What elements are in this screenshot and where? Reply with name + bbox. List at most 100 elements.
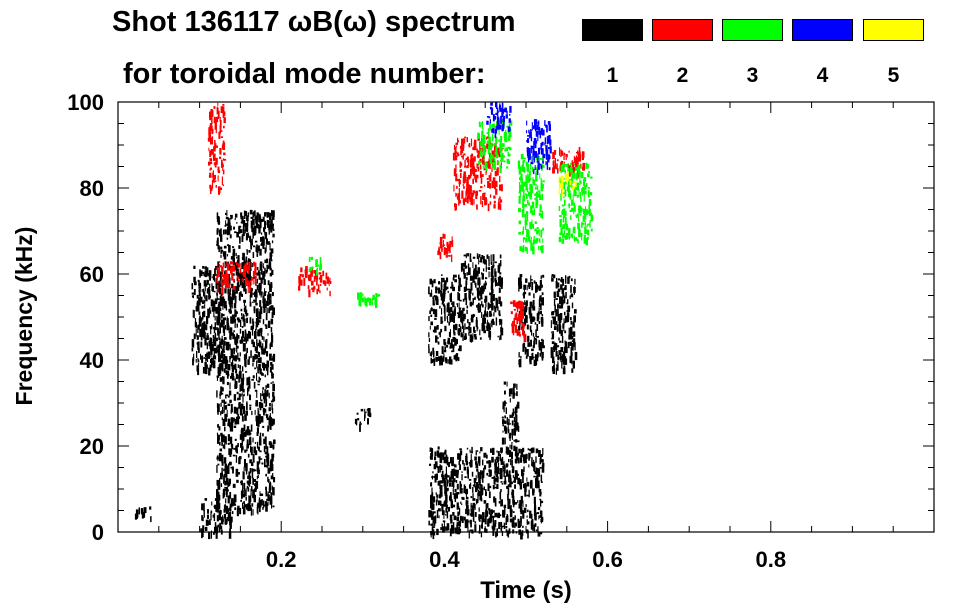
- mode-1-mark: [452, 301, 455, 308]
- mode-1-mark: [254, 240, 258, 243]
- mode-1-mark: [214, 315, 216, 321]
- mode-1-mark: [534, 338, 537, 341]
- mode-1-mark: [267, 476, 269, 482]
- mode-1-mark: [435, 473, 438, 477]
- mode-1-mark: [555, 281, 558, 289]
- mode-3-mark: [487, 146, 490, 155]
- mode-2-mark: [250, 262, 253, 266]
- mode-1-mark: [571, 344, 574, 351]
- mode-1-mark: [441, 274, 443, 276]
- mode-3-mark: [573, 163, 575, 165]
- mode-2-mark: [456, 155, 458, 158]
- mode-1-mark: [252, 318, 254, 324]
- mode-3-mark: [492, 162, 494, 167]
- legend-swatch-mode-2: [652, 19, 713, 41]
- mode-1-mark: [235, 354, 237, 362]
- mode-1-mark: [198, 286, 202, 289]
- mode-1-mark: [525, 302, 528, 311]
- mode-1-mark: [512, 387, 515, 395]
- mode-1-mark: [204, 354, 208, 358]
- mode-2-mark: [577, 170, 579, 179]
- mode-2-mark: [556, 159, 559, 162]
- mode-1-mark: [251, 290, 253, 298]
- mode-3-mark: [519, 246, 523, 252]
- mode-1-mark: [435, 335, 438, 343]
- mode-1-mark: [465, 297, 468, 306]
- mode-2-mark: [488, 158, 490, 162]
- mode-1-mark: [204, 365, 207, 369]
- mode-1-mark: [246, 317, 248, 324]
- mode-1-mark: [246, 439, 249, 445]
- mode-1-mark: [203, 510, 205, 518]
- mode-3-mark: [526, 211, 529, 215]
- mode-1-mark: [532, 332, 535, 337]
- mode-1-mark: [226, 381, 229, 386]
- mode-3-mark: [569, 209, 573, 212]
- mode-3-mark: [539, 240, 541, 243]
- mode-1-mark: [234, 336, 236, 344]
- mode-1-mark: [432, 530, 435, 540]
- mode-4-mark: [509, 106, 512, 113]
- mode-2-mark: [489, 175, 491, 182]
- mode-1-mark: [532, 317, 536, 321]
- mode-4-mark: [493, 115, 497, 120]
- mode-1-mark: [477, 484, 479, 489]
- mode-1-mark: [447, 314, 450, 316]
- mode-1-mark: [446, 307, 449, 313]
- mode-1-mark: [574, 351, 578, 361]
- mode-1-mark: [560, 279, 562, 282]
- mode-1-mark: [250, 245, 252, 250]
- mode-1-mark: [217, 491, 220, 494]
- mode-2-mark: [486, 136, 489, 139]
- mode-1-mark: [219, 322, 221, 330]
- mode-1-mark: [258, 352, 261, 357]
- mode-2-mark: [445, 247, 449, 255]
- mode-1-mark: [556, 324, 559, 332]
- mode-2-mark: [465, 174, 467, 178]
- mode-1-mark: [268, 221, 271, 223]
- mode-3-mark: [587, 164, 589, 169]
- mode-2-mark: [510, 311, 513, 315]
- mode-3-mark: [490, 149, 492, 155]
- mode-1-mark: [224, 436, 227, 444]
- mode-2-mark: [211, 118, 213, 124]
- mode-1-mark: [451, 470, 454, 479]
- mode-1-mark: [214, 522, 217, 530]
- mode-1-mark: [436, 473, 438, 480]
- mode-1-mark: [572, 360, 575, 367]
- mode-2-mark: [221, 286, 224, 295]
- mode-1-mark: [223, 457, 227, 464]
- mode-4-mark: [548, 147, 550, 150]
- mode-3-mark: [525, 193, 527, 196]
- mode-2-mark: [225, 263, 227, 267]
- mode-1-mark: [260, 399, 263, 402]
- mode-1-mark: [210, 358, 213, 364]
- mode-1-mark: [229, 218, 231, 225]
- mode-1-mark: [201, 503, 204, 511]
- mode-1-mark: [257, 245, 260, 252]
- mode-1-mark: [239, 364, 241, 369]
- mode-1-mark: [258, 284, 261, 293]
- mode-1-mark: [522, 454, 526, 462]
- mode-1-mark: [487, 483, 490, 492]
- mode-2-mark: [499, 176, 501, 183]
- mode-1-mark: [217, 408, 219, 415]
- mode-1-mark: [272, 490, 275, 495]
- mode-1-mark: [229, 461, 232, 466]
- mode-1-mark: [238, 402, 240, 409]
- mode-3-mark: [497, 160, 500, 165]
- mode-1-mark: [237, 443, 239, 448]
- mode-2-mark: [454, 152, 457, 161]
- mode-2-region: [510, 300, 527, 343]
- mode-1-mark: [474, 479, 476, 488]
- mode-1-mark: [248, 471, 251, 480]
- mode-1-mark: [492, 321, 495, 323]
- mode-1-mark: [451, 310, 454, 318]
- mode-2-mark: [443, 244, 445, 247]
- mode-4-mark: [508, 118, 511, 123]
- mode-1-mark: [204, 337, 207, 346]
- mode-1-mark: [250, 243, 253, 246]
- mode-1-mark: [535, 281, 537, 288]
- mode-1-mark: [226, 347, 230, 350]
- mode-2-mark: [488, 175, 491, 178]
